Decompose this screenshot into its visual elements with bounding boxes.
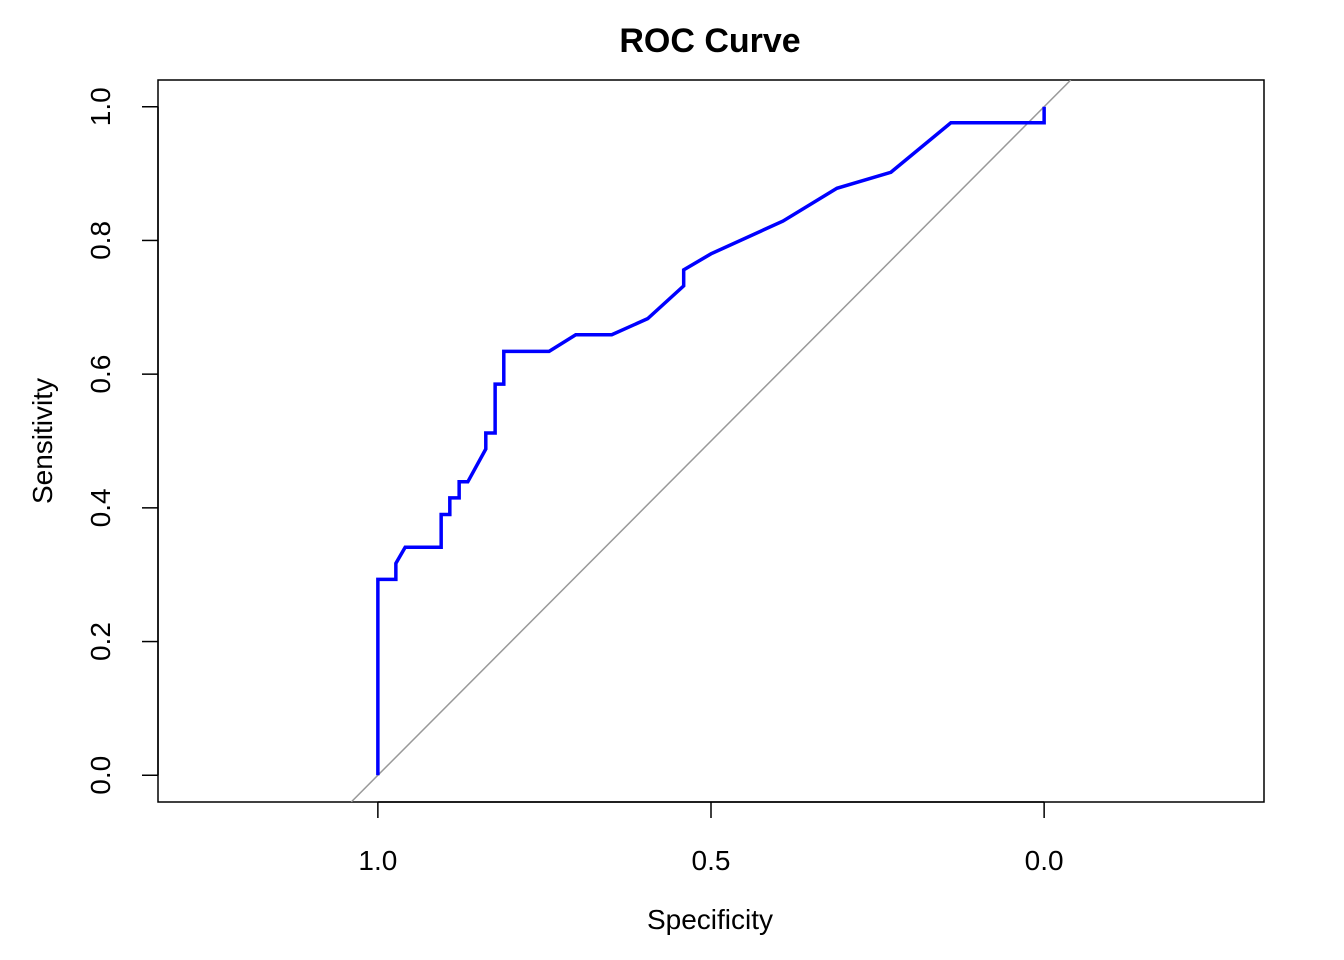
y-tick-label: 0.2 bbox=[85, 622, 116, 661]
x-tick-label: 0.0 bbox=[1025, 845, 1064, 876]
y-tick-label: 0.0 bbox=[85, 756, 116, 795]
y-tick-label: 0.6 bbox=[85, 355, 116, 394]
chart-title: ROC Curve bbox=[619, 22, 800, 60]
y-axis: 0.0 0.2 0.4 0.6 0.8 1.0 bbox=[85, 87, 159, 795]
roc-curve-line bbox=[376, 106, 1046, 776]
x-axis: 1.0 0.5 0.0 bbox=[358, 801, 1064, 876]
y-tick-label: 0.8 bbox=[85, 221, 116, 260]
y-tick-label: 1.0 bbox=[85, 87, 116, 126]
plot-area bbox=[350, 80, 1072, 802]
x-tick-label: 1.0 bbox=[358, 845, 397, 876]
x-tick-label: 0.5 bbox=[692, 845, 731, 876]
reference-diagonal-line bbox=[350, 80, 1072, 802]
y-axis-label: Sensitivity bbox=[27, 378, 58, 504]
x-axis-label: Specificity bbox=[647, 904, 773, 935]
y-tick-label: 0.4 bbox=[85, 488, 116, 527]
